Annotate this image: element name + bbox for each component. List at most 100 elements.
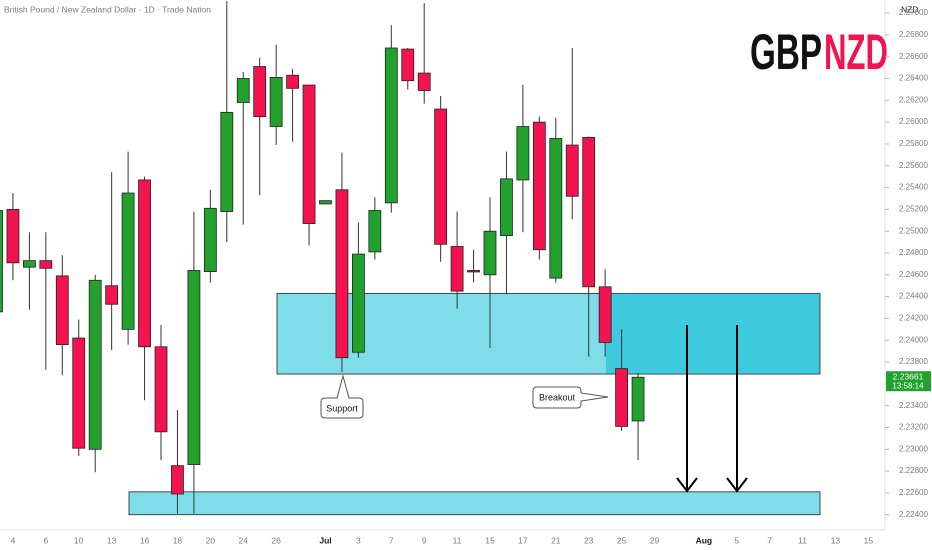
zone-active — [606, 293, 820, 374]
candle-body — [467, 270, 480, 273]
zone — [128, 491, 821, 516]
x-tick-label: 4 — [11, 535, 16, 545]
y-tick-label: 2.26400 — [899, 74, 928, 83]
candle-body — [319, 200, 332, 205]
candle-body — [450, 246, 464, 292]
y-tick-label: 2.26000 — [899, 117, 928, 126]
y-tick-label: 2.25800 — [899, 139, 928, 148]
x-tick-label: 18 — [173, 535, 183, 545]
price-label: 2.23661 — [893, 371, 924, 381]
candle-body — [302, 84, 316, 224]
y-tick-label: 2.23000 — [899, 444, 928, 453]
countdown: 13:58:14 — [892, 381, 924, 390]
y-tick-label: 2.26200 — [899, 95, 928, 104]
x-tick-label: 17 — [518, 535, 528, 545]
annotation: Breakout — [539, 392, 576, 402]
candle-body — [22, 260, 36, 268]
candle-body — [187, 270, 201, 465]
y-tick-label: 2.24000 — [899, 335, 928, 344]
callout — [320, 374, 364, 419]
y-tick-label: 2.27000 — [899, 8, 928, 17]
x-tick-label: 16 — [140, 535, 150, 545]
candle-body — [220, 111, 234, 212]
y-tick-label: 2.24800 — [899, 248, 928, 257]
candle-body — [434, 108, 448, 245]
candle-body — [368, 210, 382, 253]
logo-left: GBP — [750, 24, 822, 80]
arrow-head — [726, 477, 748, 493]
y-tick-label: 2.25000 — [899, 226, 928, 235]
candle-body — [549, 138, 563, 279]
arrow-head — [676, 477, 698, 493]
candle-body — [483, 230, 497, 276]
x-tick-label: 7 — [767, 535, 772, 545]
axes: 2.22400 2.22600 2.22800 2.23000 2.23200 2.234… — [11, 8, 931, 545]
x-tick-label: 11 — [453, 535, 462, 545]
x-tick-label: Aug — [696, 535, 713, 545]
y-tick-label: 2.26600 — [899, 52, 928, 61]
candle-body — [121, 192, 135, 330]
x-tick-label: 26 — [271, 535, 281, 545]
arrows — [676, 325, 748, 493]
candle-body — [335, 189, 349, 359]
y-tick-label: 2.25400 — [899, 183, 928, 192]
candle-body — [55, 275, 69, 346]
x-tick-label: 5 — [734, 535, 739, 545]
x-tick-label: 10 — [74, 535, 84, 545]
y-tick-label: 2.23200 — [899, 423, 928, 432]
candle-body — [351, 253, 365, 353]
candle-body — [0, 210, 3, 313]
candle-body — [516, 126, 530, 181]
x-tick-label: 7 — [389, 535, 394, 545]
candle-body — [417, 72, 431, 91]
y-tick-label: 2.25600 — [899, 161, 928, 170]
candle-body — [565, 144, 579, 197]
annotation: Support — [326, 403, 358, 413]
y-tick-label: 2.26800 — [899, 30, 928, 39]
x-tick-label: 23 — [584, 535, 594, 545]
candle-body — [269, 77, 283, 127]
candle-body — [500, 178, 513, 236]
x-tick-label: 15 — [485, 535, 495, 545]
chart-title: British Pound / New Zealand Dollar · 1D … — [4, 4, 211, 14]
candle-body — [532, 121, 546, 251]
x-tick-label: 24 — [239, 535, 249, 545]
candle-body — [286, 74, 300, 89]
x-tick-label: 11 — [798, 535, 807, 545]
candle-body — [236, 78, 250, 103]
candle-body — [6, 208, 20, 264]
candle-body — [615, 368, 628, 427]
y-tick-label: 2.23800 — [899, 357, 928, 366]
candle-body — [401, 48, 415, 82]
candle-body — [88, 279, 102, 450]
x-tick-label: 29 — [650, 535, 660, 545]
candle-body — [72, 337, 86, 449]
y-tick-label: 2.22400 — [899, 510, 928, 519]
x-tick-label: 20 — [206, 535, 216, 545]
candle-body — [384, 47, 398, 204]
candle-body — [105, 285, 119, 305]
y-tick-label: 2.24400 — [899, 292, 928, 301]
callout — [532, 386, 609, 409]
x-tick-label: Jul — [319, 535, 331, 545]
logo-right: NZD — [824, 24, 888, 80]
candle-body — [154, 346, 168, 433]
candle-body — [39, 260, 53, 269]
x-tick-label: 15 — [864, 535, 874, 545]
y-tick-label: 2.23400 — [899, 401, 928, 410]
currency-label: NZD — [901, 4, 918, 14]
y-tick-label: 2.24200 — [899, 314, 928, 323]
candles — [0, 1, 645, 514]
x-tick-label: 9 — [422, 535, 427, 545]
candle-body — [171, 465, 184, 495]
candle-body — [203, 207, 217, 272]
y-tick-label: 2.22600 — [899, 488, 928, 497]
candle-body — [631, 376, 645, 422]
candle-body — [598, 286, 612, 343]
y-tick-label: 2.25200 — [899, 204, 928, 213]
x-tick-label: 21 — [551, 535, 561, 545]
x-tick-label: 13 — [107, 535, 117, 545]
x-tick-label: 13 — [831, 535, 841, 545]
